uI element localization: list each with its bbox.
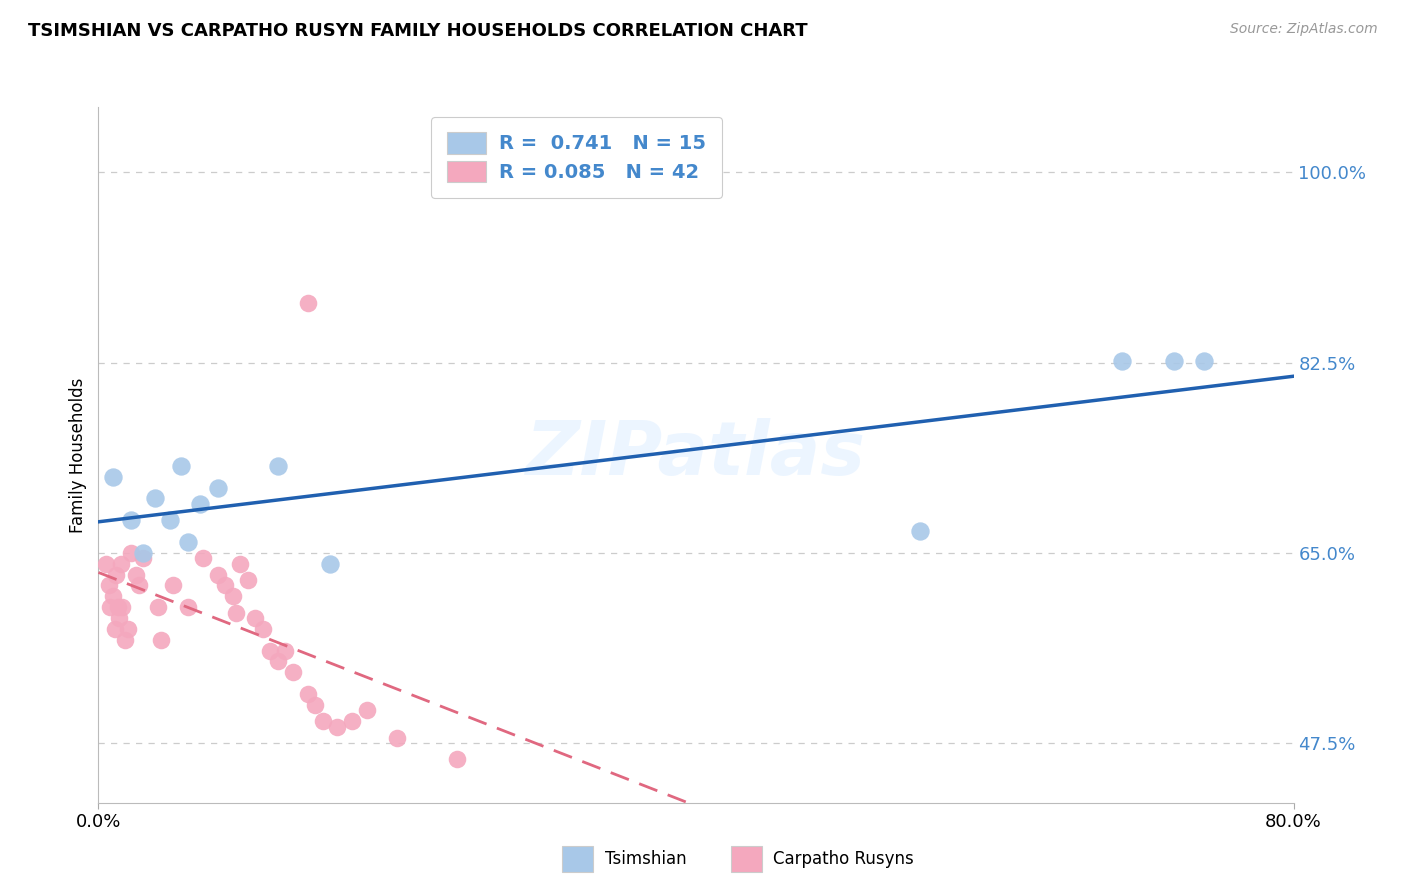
Point [225,606,247,620]
Point [188,497,211,511]
Point [103,469,125,483]
Point [104,622,127,636]
Point [304,698,326,712]
Point [162,578,184,592]
Point [207,567,229,582]
Point [229,557,252,571]
Point [111,600,134,615]
Point [128,578,150,592]
Point [326,720,349,734]
Point [94,557,117,571]
Point [385,731,409,745]
Point [297,687,319,701]
Point [177,535,200,549]
Point [107,600,129,615]
Point [446,752,468,766]
Point [252,622,274,636]
Point [177,600,200,615]
Point [169,458,191,473]
Point [132,551,155,566]
Point [132,546,155,560]
Y-axis label: Family Households: Family Households [69,377,87,533]
Point [103,589,125,603]
Point [297,295,319,310]
Point [214,578,236,592]
Point [191,551,214,566]
Point [108,611,131,625]
Point [97,578,120,592]
Point [1192,354,1215,368]
Point [105,567,128,582]
Point [319,557,342,571]
Point [143,491,166,506]
Point [281,665,304,680]
Point [148,600,170,615]
Point [342,714,364,729]
Point [222,589,245,603]
Point [98,600,122,615]
Point [125,567,148,582]
Text: Carpatho Rusyns: Carpatho Rusyns [773,850,914,868]
Point [908,524,931,538]
Text: Source: ZipAtlas.com: Source: ZipAtlas.com [1230,22,1378,37]
Point [150,632,173,647]
Point [267,655,290,669]
Text: ZIPatlas: ZIPatlas [526,418,866,491]
Point [207,481,229,495]
Point [267,458,290,473]
Point [110,557,132,571]
Point [117,622,139,636]
Point [236,573,259,587]
Point [114,632,136,647]
Point [1111,354,1133,368]
Point [120,546,142,560]
Point [274,643,297,657]
Legend: R =  0.741   N = 15, R = 0.085   N = 42: R = 0.741 N = 15, R = 0.085 N = 42 [432,117,721,198]
Text: Tsimshian: Tsimshian [605,850,686,868]
Point [259,643,281,657]
Point [245,611,267,625]
Point [311,714,333,729]
Point [120,513,142,527]
Point [1163,354,1185,368]
Point [356,703,378,717]
Text: TSIMSHIAN VS CARPATHO RUSYN FAMILY HOUSEHOLDS CORRELATION CHART: TSIMSHIAN VS CARPATHO RUSYN FAMILY HOUSE… [28,22,807,40]
Point [159,513,181,527]
